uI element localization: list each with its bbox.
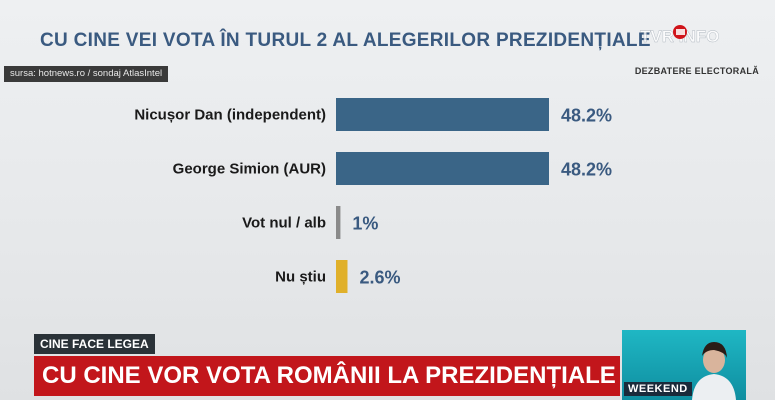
show-tag: DEZBATERE ELECTORALĂ bbox=[634, 66, 759, 76]
tvr-info-logo: TVR INFO bbox=[640, 25, 720, 46]
bar bbox=[336, 206, 341, 239]
presenter-silhouette-icon bbox=[692, 342, 736, 400]
topic-label: CINE FACE LEGEA bbox=[34, 334, 155, 354]
headline-banner: CU CINE VOR VOTA ROMÂNII LA PREZIDENȚIAL… bbox=[34, 356, 620, 396]
category-label: Nu știu bbox=[275, 269, 326, 286]
value-label: 48.2% bbox=[561, 160, 612, 180]
bar bbox=[336, 152, 549, 185]
show-name-badge: WEEKEND bbox=[624, 382, 692, 396]
bar bbox=[336, 98, 549, 131]
bar bbox=[336, 260, 348, 293]
category-label: Vot nul / alb bbox=[242, 215, 326, 232]
value-label: 1% bbox=[352, 214, 378, 234]
presenter-video: WEEKEND bbox=[622, 330, 746, 400]
value-label: 2.6% bbox=[359, 268, 400, 288]
source-caption: sursa: hotnews.ro / sondaj AtlasIntel bbox=[4, 66, 169, 82]
value-label: 48.2% bbox=[561, 106, 612, 126]
lower-third: CINE FACE LEGEA CU CINE VOR VOTA ROMÂNII… bbox=[0, 326, 775, 400]
category-label: George Simion (AUR) bbox=[173, 161, 326, 178]
category-label: Nicușor Dan (independent) bbox=[134, 107, 326, 124]
chart-title: CU CINE VEI VOTA ÎN TURUL 2 AL ALEGERILO… bbox=[40, 30, 651, 51]
bar-chart: Nicușor Dan (independent) 48.2% George Sim… bbox=[134, 98, 612, 293]
